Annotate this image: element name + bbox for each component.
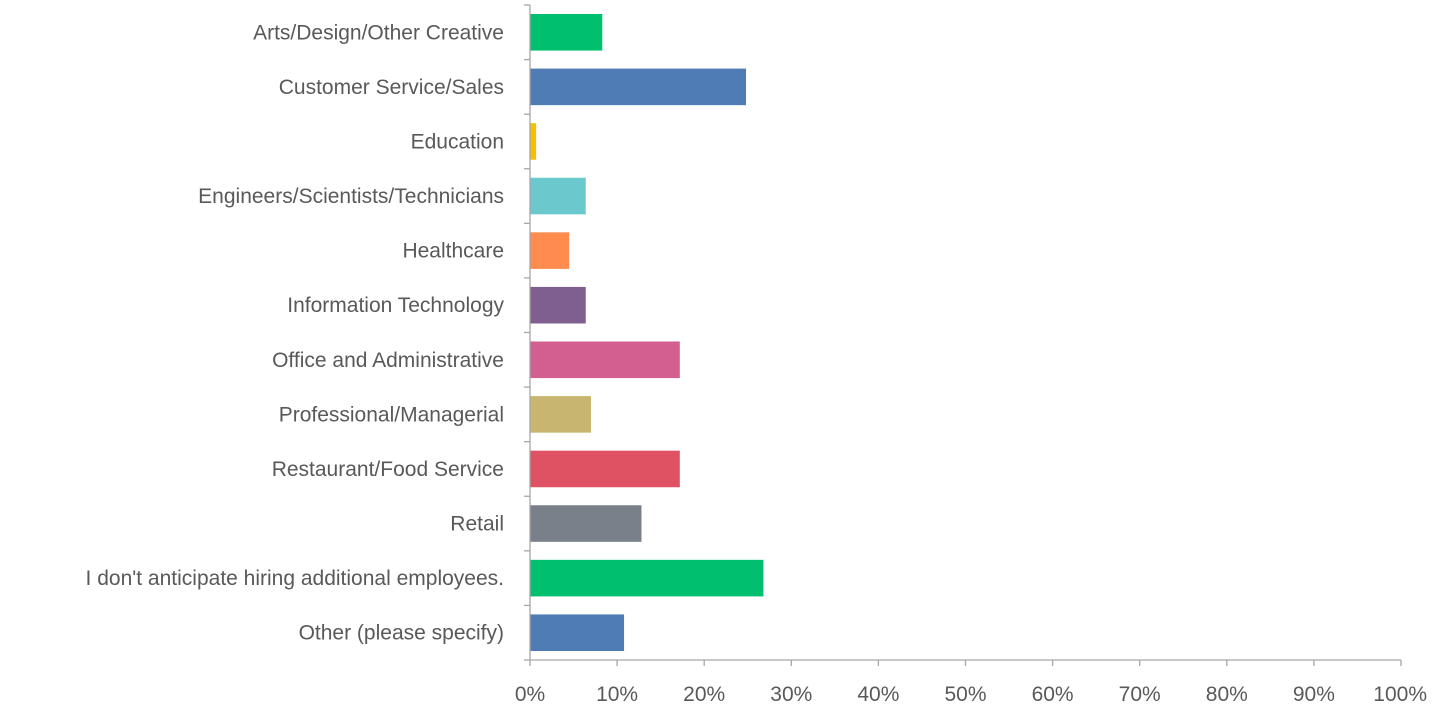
category-label-11: Other (please specify) — [299, 622, 504, 645]
bar-8 — [530, 450, 680, 488]
category-label-5: Information Technology — [287, 294, 504, 317]
x-tick-label-5: 50% — [944, 683, 986, 704]
category-label-2: Education — [411, 130, 504, 153]
bar-1 — [530, 68, 747, 106]
category-label-10: I don't anticipate hiring additional emp… — [86, 567, 504, 590]
x-tick-label-10: 100% — [1373, 683, 1427, 704]
category-label-8: Restaurant/Food Service — [272, 458, 504, 481]
category-labels-group: Arts/Design/Other Creative Customer Servi… — [86, 21, 505, 644]
x-tick-label-6: 60% — [1032, 683, 1074, 704]
category-label-3: Engineers/Scientists/Technicians — [198, 185, 504, 208]
axes-group — [524, 4, 1402, 666]
bar-10 — [530, 559, 764, 597]
x-tick-label-3: 30% — [770, 683, 812, 704]
bar-4 — [530, 232, 570, 269]
bar-9 — [530, 505, 642, 542]
bar-6 — [530, 341, 680, 379]
x-tick-label-7: 70% — [1119, 683, 1161, 704]
x-tick-label-1: 10% — [596, 683, 638, 704]
category-label-0: Arts/Design/Other Creative — [253, 21, 504, 44]
bar-2 — [530, 123, 537, 160]
bar-0 — [530, 14, 603, 51]
category-label-7: Professional/Managerial — [279, 403, 504, 426]
x-tick-label-0: 0% — [515, 683, 545, 704]
bar-11 — [530, 614, 625, 651]
x-tick-label-2: 20% — [683, 683, 725, 704]
category-label-9: Retail — [450, 513, 504, 536]
x-tick-label-4: 40% — [857, 683, 899, 704]
category-label-1: Customer Service/Sales — [279, 76, 504, 99]
x-tick-label-8: 80% — [1206, 683, 1248, 704]
x-tick-labels-group: 0% 10% 20% 30% 40% 50% 60% 70% 80% 90% 100% — [515, 683, 1427, 704]
category-label-4: Healthcare — [402, 240, 504, 263]
bar-3 — [530, 177, 586, 215]
bars-group — [530, 14, 764, 651]
bar-7 — [530, 396, 591, 433]
x-tick-label-9: 90% — [1293, 683, 1335, 704]
bar-5 — [530, 286, 586, 324]
category-label-6: Office and Administrative — [272, 349, 504, 372]
